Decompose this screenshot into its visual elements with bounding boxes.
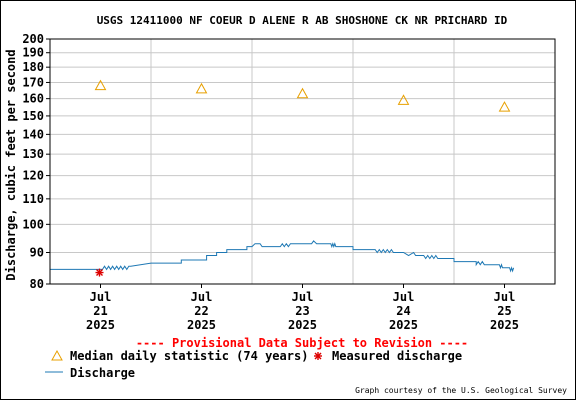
plot-area [49, 38, 556, 285]
x-tick-label: 2025 [187, 318, 216, 332]
legend-median-label: Median daily statistic (74 years) [70, 349, 308, 363]
median-point [296, 87, 309, 99]
y-axis-label: Discharge, cubic feet per second [4, 49, 18, 280]
y-tick-label: 130 [22, 147, 44, 161]
x-tick-label: 2025 [86, 318, 115, 332]
measured-series [95, 268, 104, 277]
x-tick-label: Jul [90, 290, 112, 304]
x-tick-label: 24 [396, 304, 410, 318]
legend-median-symbol [51, 349, 63, 361]
discharge-series [50, 240, 515, 273]
y-tick-label: 120 [22, 169, 44, 183]
chart-title: USGS 12411000 NF COEUR D ALENE R AB SHOS… [97, 14, 508, 27]
median-point [397, 94, 410, 105]
y-tick-label: 160 [22, 92, 44, 106]
median-point [498, 101, 511, 112]
y-tick-label: 90 [30, 246, 44, 260]
measured-point [95, 268, 104, 277]
x-tick-label: Jul [292, 290, 314, 304]
legend-discharge-label: Discharge [70, 366, 135, 380]
y-tick-label: 150 [22, 109, 44, 123]
x-axis-ticks: Jul212025Jul222025Jul232025Jul242025Jul2… [86, 284, 519, 332]
y-tick-label: 100 [22, 217, 44, 231]
y-tick-label: 180 [22, 60, 44, 74]
x-tick-label: 23 [295, 304, 309, 318]
y-tick-label: 140 [22, 127, 44, 141]
grid-lines [50, 38, 555, 285]
provisional-notice: ---- Provisional Data Subject to Revisio… [136, 336, 468, 350]
x-tick-label: 2025 [288, 318, 317, 332]
y-tick-label: 110 [22, 192, 44, 206]
x-tick-label: Jul [393, 290, 415, 304]
x-tick-label: Jul [191, 290, 213, 304]
credit-text: Graph courtesy of the U.S. Geological Su… [355, 386, 567, 395]
y-tick-label: 170 [22, 75, 44, 89]
y-tick-label: 190 [22, 46, 44, 60]
legend-triangle [51, 349, 63, 361]
x-tick-label: 21 [93, 304, 107, 318]
discharge-line [50, 240, 515, 273]
legend-measured-label: Measured discharge [332, 349, 462, 363]
legend-measured-symbol [314, 352, 322, 360]
median-point [195, 82, 208, 94]
y-tick-label: 80 [30, 277, 44, 291]
x-tick-label: Jul [494, 290, 516, 304]
y-tick-label: 200 [22, 32, 44, 46]
x-tick-label: 2025 [490, 318, 519, 332]
legend: Median daily statistic (74 years) Measur… [45, 349, 462, 380]
median-point [94, 79, 107, 91]
x-tick-label: 2025 [389, 318, 418, 332]
legend-asterisk [314, 352, 322, 360]
median-series [94, 79, 511, 112]
x-tick-label: 22 [194, 304, 208, 318]
x-tick-label: 25 [497, 304, 511, 318]
